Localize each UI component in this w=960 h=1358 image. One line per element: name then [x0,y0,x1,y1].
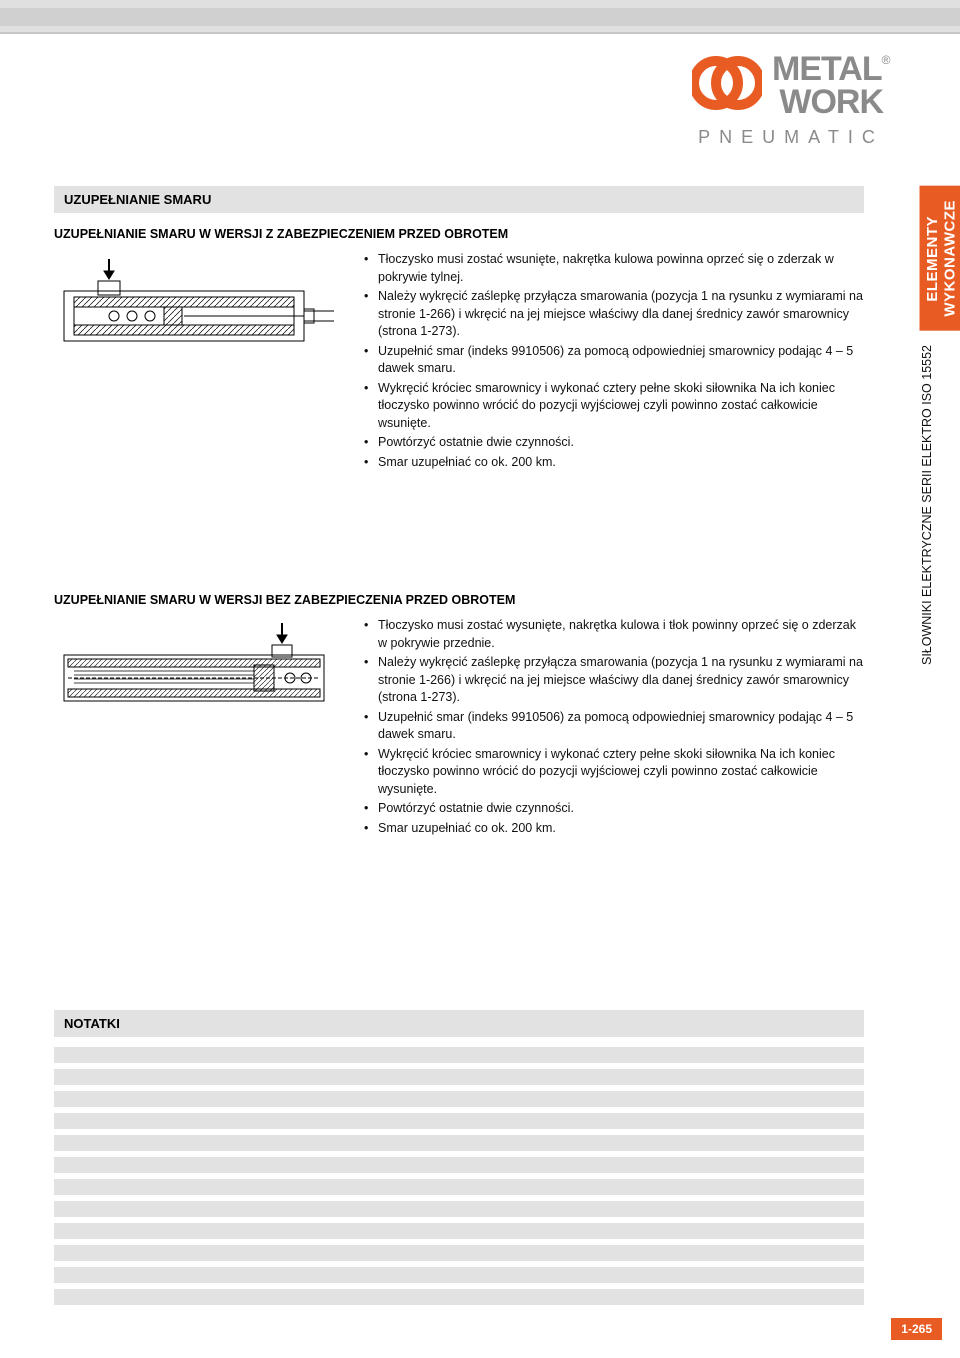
list-item: Uzupełnić smar (indeks 9910506) za pomoc… [364,343,864,378]
main-heading: UZUPEŁNIANIE SMARU [54,186,864,213]
notes-lines [54,1047,864,1305]
note-line [54,1179,864,1195]
top-bar [0,0,960,34]
list-item: Tłoczysko musi zostać wsunięte, nakrętka… [364,251,864,286]
section1-heading: UZUPEŁNIANIE SMARU W WERSJI Z ZABEZPIECZ… [54,227,864,241]
list-item: Wykręcić króciec smarownicy i wykonać cz… [364,746,864,799]
note-line [54,1201,864,1217]
section1-diagram [54,251,344,473]
brand-logo: METAL® WORK PNEUMATIC [676,48,906,148]
page-number: 1-265 [891,1318,942,1340]
notes-heading: NOTATKI [54,1010,864,1037]
list-item: Powtórzyć ostatnie dwie czynności. [364,434,864,452]
list-item: Powtórzyć ostatnie dwie czynności. [364,800,864,818]
note-line [54,1223,864,1239]
note-line [54,1047,864,1063]
logo-registered: ® [882,53,891,67]
note-line [54,1091,864,1107]
note-line [54,1245,864,1261]
note-line [54,1289,864,1305]
note-line [54,1113,864,1129]
side-tab-category: ELEMENTY WYKONAWCZE [920,186,960,331]
list-item: Wykręcić króciec smarownicy i wykonać cz… [364,380,864,433]
section1-block: Tłoczysko musi zostać wsunięte, nakrętka… [54,251,864,473]
list-item: Uzupełnić smar (indeks 9910506) za pomoc… [364,709,864,744]
side-tab: ELEMENTY WYKONAWCZE SIŁOWNIKI ELEKTRYCZN… [920,186,960,679]
section2-block: Tłoczysko musi zostać wysunięte, nakrętk… [54,617,864,839]
logo-text-line2: WORK [772,86,890,118]
list-item: Należy wykręcić zaślepkę przyłącza smaro… [364,654,864,707]
side-tab-line2: WYKONAWCZE [941,200,958,317]
side-tab-product: SIŁOWNIKI ELEKTRYCZNE SERII ELEKTRO ISO … [920,331,960,679]
main-content: UZUPEŁNIANIE SMARU UZUPEŁNIANIE SMARU W … [54,186,864,879]
list-item: Należy wykręcić zaślepkę przyłącza smaro… [364,288,864,341]
list-item: Smar uzupełniać co ok. 200 km. [364,820,864,838]
note-line [54,1135,864,1151]
section2-diagram [54,617,344,839]
note-line [54,1157,864,1173]
logo-mark-icon [692,48,762,123]
section2-heading: UZUPEŁNIANIE SMARU W WERSJI BEZ ZABEZPIE… [54,593,864,607]
side-tab-line1: ELEMENTY [924,216,941,302]
note-line [54,1069,864,1085]
top-bar-inner [0,8,960,26]
section1-bullets: Tłoczysko musi zostać wsunięte, nakrętka… [364,251,864,473]
note-line [54,1267,864,1283]
logo-subtitle: PNEUMATIC [676,127,906,148]
section2-bullets: Tłoczysko musi zostać wysunięte, nakrętk… [364,617,864,839]
list-item: Smar uzupełniać co ok. 200 km. [364,454,864,472]
list-item: Tłoczysko musi zostać wysunięte, nakrętk… [364,617,864,652]
notes-section: NOTATKI [54,1010,864,1311]
